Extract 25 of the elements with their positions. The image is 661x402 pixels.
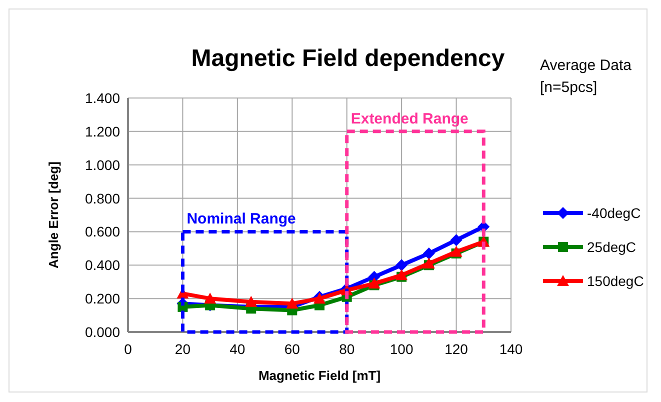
chart-title: Magnetic Field dependency <box>191 45 506 72</box>
x-axis-title: Magnetic Field [mT] <box>258 368 381 383</box>
y-tick-label: 0.200 <box>84 290 120 307</box>
y-tick-label: 1.000 <box>84 156 120 173</box>
x-tick-label: 40 <box>230 341 246 357</box>
annotation: Nominal Range <box>186 210 296 228</box>
y-tick-label: 0.000 <box>84 324 120 340</box>
x-tick-label: 120 <box>444 341 468 357</box>
x-tick-label: 80 <box>339 341 355 357</box>
y-tick-label: 0.400 <box>84 257 120 274</box>
y-tick-label: 0.800 <box>84 190 120 206</box>
x-tick-label: 140 <box>499 341 523 357</box>
y-tick-label: 0.600 <box>84 224 120 240</box>
x-tick-label: 60 <box>284 341 300 357</box>
annotation: Extended Range <box>350 110 468 128</box>
y-tick-label: 1.200 <box>84 123 120 140</box>
legend-label: 25degC <box>587 239 636 255</box>
text: Average Data [n=5pcs] <box>540 57 632 96</box>
x-tick-label: 0 <box>124 341 132 357</box>
legend-label: 150degC <box>587 273 644 289</box>
y-tick-label: 1.400 <box>84 90 120 106</box>
x-tick-label: 100 <box>390 341 414 357</box>
legend-label: -40degC <box>587 205 641 221</box>
y-axis-title: Angle Error [deg] <box>46 162 61 268</box>
x-tick-label: 20 <box>174 341 191 357</box>
